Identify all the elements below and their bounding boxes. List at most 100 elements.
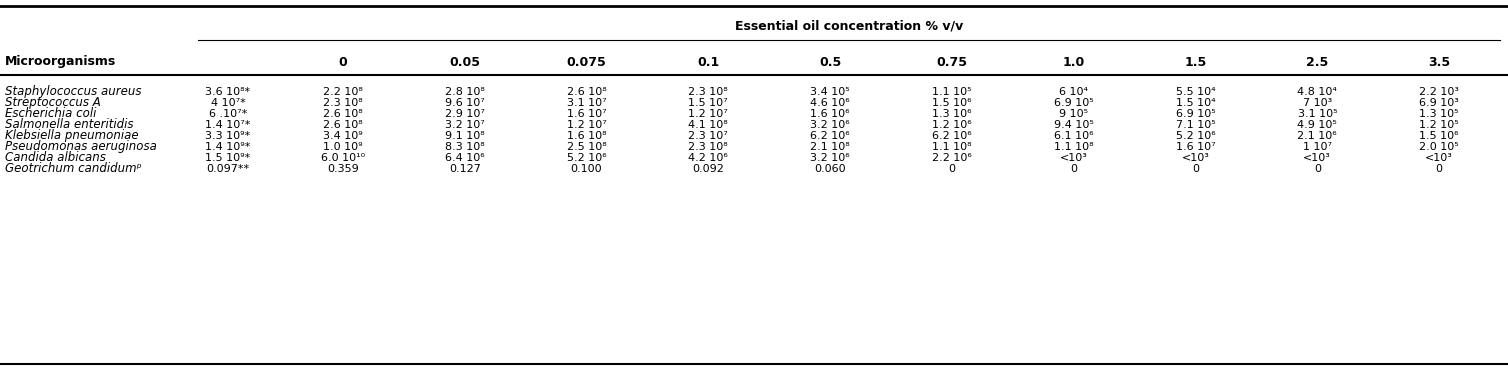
Text: 5.5 10⁴: 5.5 10⁴ <box>1176 87 1215 97</box>
Text: 0.1: 0.1 <box>697 56 719 68</box>
Text: 0.5: 0.5 <box>819 56 841 68</box>
Text: 2.3 10⁸: 2.3 10⁸ <box>323 98 363 108</box>
Text: 2.5 10⁸: 2.5 10⁸ <box>567 142 606 152</box>
Text: 1.5 10⁶: 1.5 10⁶ <box>1419 131 1458 141</box>
Text: 1.6 10⁶: 1.6 10⁶ <box>810 109 851 119</box>
Text: Essential oil concentration % v/v: Essential oil concentration % v/v <box>734 20 964 32</box>
Text: 1.1 10⁵: 1.1 10⁵ <box>932 87 971 97</box>
Text: 2.1 10⁸: 2.1 10⁸ <box>810 142 851 152</box>
Text: 2.2 10³: 2.2 10³ <box>1419 87 1460 97</box>
Text: 3.6 10⁸*: 3.6 10⁸* <box>205 87 250 97</box>
Text: 6.1 10⁶: 6.1 10⁶ <box>1054 131 1093 141</box>
Text: Klebsiella pneumoniae: Klebsiella pneumoniae <box>5 129 139 142</box>
Text: 2.9 10⁷: 2.9 10⁷ <box>445 109 484 119</box>
Text: <10³: <10³ <box>1182 153 1209 163</box>
Text: 2.5: 2.5 <box>1306 56 1329 68</box>
Text: 0.092: 0.092 <box>692 163 724 174</box>
Text: <10³: <10³ <box>1060 153 1087 163</box>
Text: 1.5 10⁶: 1.5 10⁶ <box>932 98 971 108</box>
Text: 9 10⁵: 9 10⁵ <box>1059 109 1089 119</box>
Text: 3.1 10⁷: 3.1 10⁷ <box>567 98 606 108</box>
Text: Geotrichum candidumᵖ: Geotrichum candidumᵖ <box>5 162 142 175</box>
Text: 2.1 10⁶: 2.1 10⁶ <box>1297 131 1338 141</box>
Text: 1.6 10⁷: 1.6 10⁷ <box>567 109 606 119</box>
Text: 1.5: 1.5 <box>1184 56 1206 68</box>
Text: 1.6 10⁸: 1.6 10⁸ <box>567 131 606 141</box>
Text: 4.6 10⁶: 4.6 10⁶ <box>810 98 851 108</box>
Text: 1.1 10⁸: 1.1 10⁸ <box>932 142 971 152</box>
Text: 0.060: 0.060 <box>814 163 846 174</box>
Text: 3.2 10⁶: 3.2 10⁶ <box>810 153 851 163</box>
Text: 3.2 10⁶: 3.2 10⁶ <box>810 120 851 130</box>
Text: 6.2 10⁶: 6.2 10⁶ <box>932 131 971 141</box>
Text: Candida albicans: Candida albicans <box>5 151 106 164</box>
Text: 6 .10⁷*: 6 .10⁷* <box>210 109 247 119</box>
Text: 0: 0 <box>1191 163 1199 174</box>
Text: 1.0: 1.0 <box>1063 56 1084 68</box>
Text: 8.3 10⁸: 8.3 10⁸ <box>445 142 484 152</box>
Text: 1.5 10⁷: 1.5 10⁷ <box>689 98 728 108</box>
Text: 3.3 10⁹*: 3.3 10⁹* <box>205 131 250 141</box>
Text: 0.75: 0.75 <box>936 56 968 68</box>
Text: 0.100: 0.100 <box>570 163 602 174</box>
Text: 7.1 10⁵: 7.1 10⁵ <box>1176 120 1215 130</box>
Text: 1.5 10⁹*: 1.5 10⁹* <box>205 153 250 163</box>
Text: 0.127: 0.127 <box>449 163 481 174</box>
Text: 1.6 10⁷: 1.6 10⁷ <box>1176 142 1215 152</box>
Text: 2.2 10⁸: 2.2 10⁸ <box>323 87 363 97</box>
Text: 3.1 10⁵: 3.1 10⁵ <box>1297 109 1338 119</box>
Text: Escherichia coli: Escherichia coli <box>5 107 97 120</box>
Text: 4.9 10⁵: 4.9 10⁵ <box>1297 120 1338 130</box>
Text: 7 10³: 7 10³ <box>1303 98 1332 108</box>
Text: 0.05: 0.05 <box>449 56 480 68</box>
Text: 2.6 10⁸: 2.6 10⁸ <box>567 87 606 97</box>
Text: 0: 0 <box>338 56 347 68</box>
Text: Streptococcus A: Streptococcus A <box>5 96 101 109</box>
Text: 3.5: 3.5 <box>1428 56 1451 68</box>
Text: 1.0 10⁹: 1.0 10⁹ <box>323 142 363 152</box>
Text: 0.097**: 0.097** <box>207 163 249 174</box>
Text: 2.3 10⁷: 2.3 10⁷ <box>689 131 728 141</box>
Text: 0.359: 0.359 <box>327 163 359 174</box>
Text: 4.2 10⁶: 4.2 10⁶ <box>689 153 728 163</box>
Text: Salmonella enteritidis: Salmonella enteritidis <box>5 118 134 131</box>
Text: 6.9 10³: 6.9 10³ <box>1419 98 1460 108</box>
Text: 1.4 10⁹*: 1.4 10⁹* <box>205 142 250 152</box>
Text: 2.8 10⁸: 2.8 10⁸ <box>445 87 484 97</box>
Text: 4 10⁷*: 4 10⁷* <box>211 98 246 108</box>
Text: 2.0 10⁵: 2.0 10⁵ <box>1419 142 1458 152</box>
Text: Staphylococcus aureus: Staphylococcus aureus <box>5 85 142 99</box>
Text: 1.3 10⁶: 1.3 10⁶ <box>932 109 971 119</box>
Text: 4.8 10⁴: 4.8 10⁴ <box>1297 87 1338 97</box>
Text: 9.4 10⁵: 9.4 10⁵ <box>1054 120 1093 130</box>
Text: 1.3 10⁵: 1.3 10⁵ <box>1419 109 1458 119</box>
Text: 6.9 10⁵: 6.9 10⁵ <box>1176 109 1215 119</box>
Text: 1.4 10⁷*: 1.4 10⁷* <box>205 120 250 130</box>
Text: 2.2 10⁶: 2.2 10⁶ <box>932 153 971 163</box>
Text: 2.3 10⁸: 2.3 10⁸ <box>689 142 728 152</box>
Text: 1.2 10⁷: 1.2 10⁷ <box>689 109 728 119</box>
Text: 5.2 10⁶: 5.2 10⁶ <box>1176 131 1215 141</box>
Text: 9.6 10⁷: 9.6 10⁷ <box>445 98 484 108</box>
Text: 4.1 10⁸: 4.1 10⁸ <box>689 120 728 130</box>
Text: 1.5 10⁴: 1.5 10⁴ <box>1176 98 1215 108</box>
Text: <10³: <10³ <box>1303 153 1332 163</box>
Text: Pseudomonas aeruginosa: Pseudomonas aeruginosa <box>5 140 157 153</box>
Text: 6.9 10⁵: 6.9 10⁵ <box>1054 98 1093 108</box>
Text: 6 10⁴: 6 10⁴ <box>1059 87 1089 97</box>
Text: 3.2 10⁷: 3.2 10⁷ <box>445 120 484 130</box>
Text: 3.4 10⁵: 3.4 10⁵ <box>810 87 851 97</box>
Text: 2.6 10⁸: 2.6 10⁸ <box>323 120 363 130</box>
Text: 9.1 10⁸: 9.1 10⁸ <box>445 131 484 141</box>
Text: 3.4 10⁹: 3.4 10⁹ <box>323 131 363 141</box>
Text: 0: 0 <box>1071 163 1077 174</box>
Text: 1.2 10⁶: 1.2 10⁶ <box>932 120 971 130</box>
Text: 6.0 10¹⁰: 6.0 10¹⁰ <box>321 153 365 163</box>
Text: 2.3 10⁸: 2.3 10⁸ <box>689 87 728 97</box>
Text: Microorganisms: Microorganisms <box>5 56 116 68</box>
Text: 2.6 10⁸: 2.6 10⁸ <box>323 109 363 119</box>
Text: 6.2 10⁶: 6.2 10⁶ <box>810 131 851 141</box>
Text: 1.2 10⁵: 1.2 10⁵ <box>1419 120 1458 130</box>
Text: 1.2 10⁷: 1.2 10⁷ <box>567 120 606 130</box>
Text: 0.075: 0.075 <box>567 56 606 68</box>
